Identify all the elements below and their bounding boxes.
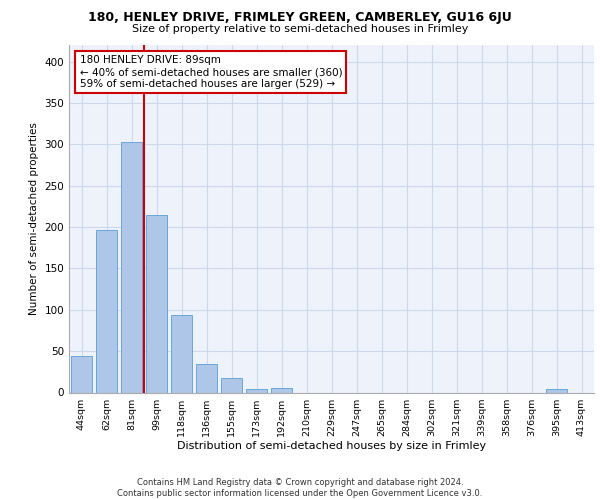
Y-axis label: Number of semi-detached properties: Number of semi-detached properties — [29, 122, 39, 315]
Text: 180, HENLEY DRIVE, FRIMLEY GREEN, CAMBERLEY, GU16 6JU: 180, HENLEY DRIVE, FRIMLEY GREEN, CAMBER… — [88, 11, 512, 24]
Bar — [146, 214, 167, 392]
Bar — [246, 389, 267, 392]
Text: Size of property relative to semi-detached houses in Frimley: Size of property relative to semi-detach… — [132, 24, 468, 34]
X-axis label: Distribution of semi-detached houses by size in Frimley: Distribution of semi-detached houses by … — [177, 442, 486, 452]
Bar — [546, 389, 567, 392]
Text: Contains HM Land Registry data © Crown copyright and database right 2024.
Contai: Contains HM Land Registry data © Crown c… — [118, 478, 482, 498]
Bar — [196, 364, 217, 392]
Bar — [71, 356, 92, 393]
Bar — [221, 378, 242, 392]
Bar — [171, 314, 192, 392]
Bar — [96, 230, 117, 392]
Bar — [121, 142, 142, 393]
Text: 180 HENLEY DRIVE: 89sqm
← 40% of semi-detached houses are smaller (360)
59% of s: 180 HENLEY DRIVE: 89sqm ← 40% of semi-de… — [79, 56, 342, 88]
Bar — [271, 388, 292, 392]
